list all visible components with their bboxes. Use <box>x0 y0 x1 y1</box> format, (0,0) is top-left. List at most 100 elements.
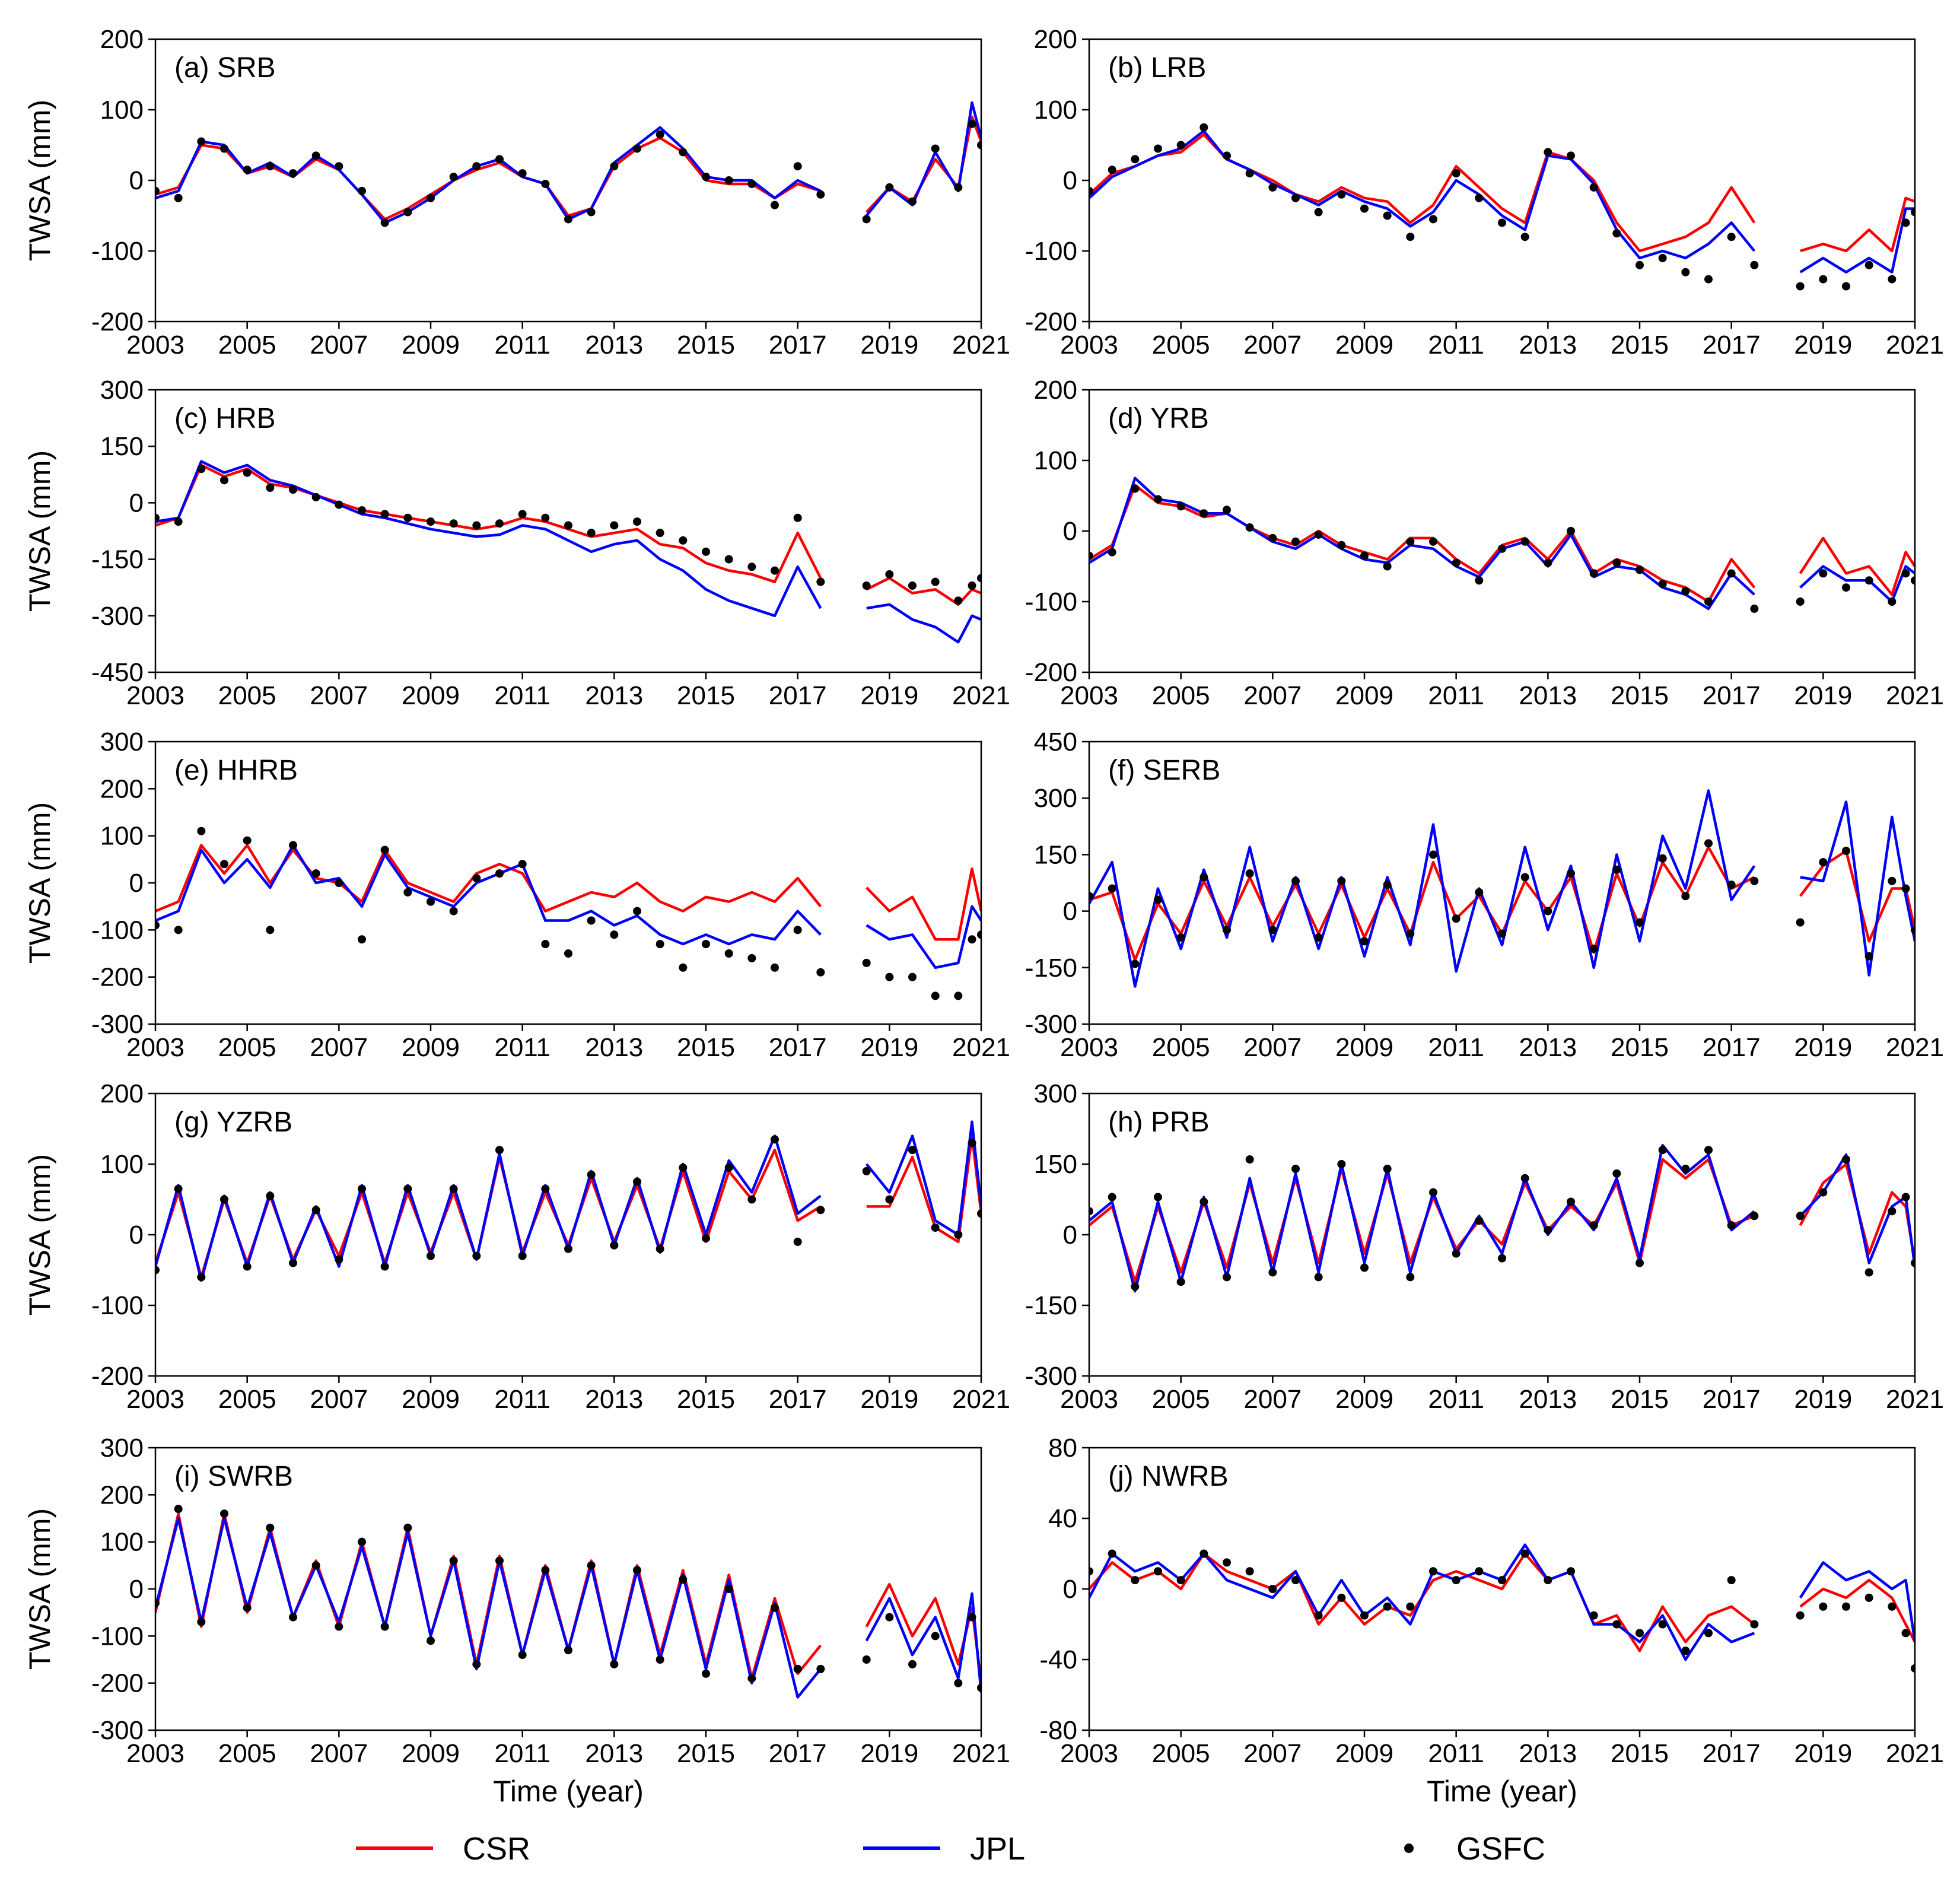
data-point-gsfc <box>1452 558 1461 567</box>
data-point-gsfc <box>564 521 572 530</box>
x-tick-label: 2021 <box>952 330 1010 360</box>
x-tick-label: 2003 <box>126 1033 184 1062</box>
x-tick-label: 2011 <box>1428 1033 1484 1062</box>
data-point-gsfc <box>1176 502 1185 511</box>
x-tick-label: 2007 <box>310 330 368 360</box>
y-tick-label: 200 <box>100 25 144 54</box>
data-point-gsfc <box>1268 926 1277 935</box>
data-point-gsfc <box>1475 888 1484 897</box>
data-point-gsfc <box>220 1509 228 1518</box>
data-point-gsfc <box>1429 215 1437 224</box>
data-point-gsfc <box>335 879 343 887</box>
data-point-gsfc <box>197 137 206 146</box>
data-point-gsfc <box>1612 558 1621 567</box>
data-point-gsfc <box>1360 1611 1369 1620</box>
y-tick-label: -150 <box>1025 1291 1077 1320</box>
data-point-gsfc <box>1429 1567 1437 1576</box>
data-point-gsfc <box>816 577 825 586</box>
data-point-gsfc <box>1223 506 1231 514</box>
data-point-gsfc <box>1360 204 1369 213</box>
data-point-gsfc <box>311 1206 320 1215</box>
data-point-gsfc <box>1567 151 1575 160</box>
x-tick-label: 2013 <box>585 681 643 710</box>
x-axis-label: Time (year) <box>1427 1775 1577 1808</box>
data-point-gsfc <box>656 1244 664 1253</box>
data-point-gsfc <box>289 841 297 850</box>
x-axis-label: Time (year) <box>493 1775 644 1808</box>
data-point-gsfc <box>1108 166 1116 174</box>
data-point-gsfc <box>1544 558 1552 567</box>
data-point-gsfc <box>1636 565 1644 574</box>
data-point-gsfc <box>220 476 228 485</box>
x-tick-label: 2005 <box>218 1739 276 1768</box>
x-tick-label: 2013 <box>1519 1739 1577 1768</box>
data-point-gsfc <box>427 193 435 202</box>
data-point-gsfc <box>862 958 871 967</box>
data-point-gsfc <box>793 1237 802 1246</box>
x-tick-label: 2007 <box>1243 330 1302 360</box>
data-point-gsfc <box>1636 1629 1644 1638</box>
data-point-gsfc <box>1108 1193 1116 1202</box>
data-point-gsfc <box>1704 839 1713 848</box>
data-point-gsfc <box>816 1206 825 1215</box>
data-point-gsfc <box>1796 597 1805 606</box>
data-point-gsfc <box>564 1646 572 1655</box>
data-point-gsfc <box>197 827 206 835</box>
data-point-gsfc <box>1131 1282 1140 1291</box>
data-point-gsfc <box>1337 190 1346 199</box>
y-tick-label: -40 <box>1039 1645 1077 1674</box>
data-point-gsfc <box>427 1636 435 1645</box>
data-point-gsfc <box>155 1598 160 1607</box>
data-point-gsfc <box>1268 183 1277 192</box>
x-tick-label: 2019 <box>860 1033 918 1062</box>
y-tick-label: 300 <box>100 1434 144 1463</box>
data-point-gsfc <box>289 1613 297 1622</box>
y-tick-label: -450 <box>91 658 144 687</box>
y-tick-label: -100 <box>91 916 144 945</box>
x-tick-label: 2017 <box>769 1739 827 1768</box>
x-tick-label: 2005 <box>218 681 276 710</box>
data-point-gsfc <box>495 869 504 878</box>
data-point-gsfc <box>885 1195 894 1204</box>
y-tick-label: 0 <box>1063 166 1077 195</box>
data-point-gsfc <box>541 1566 550 1575</box>
data-point-gsfc <box>266 1523 275 1532</box>
data-point-gsfc <box>541 1184 550 1193</box>
data-point-gsfc <box>1245 523 1254 532</box>
y-tick-label: 300 <box>100 727 144 757</box>
data-point-gsfc <box>541 179 550 188</box>
data-point-gsfc <box>1245 1155 1254 1164</box>
x-tick-label: 2021 <box>952 1033 1010 1062</box>
x-tick-label: 2007 <box>1243 1033 1302 1062</box>
data-point-gsfc <box>335 1622 343 1631</box>
x-tick-label: 2019 <box>860 1739 918 1768</box>
panel-c-hrb: 2003 2005 2007 2009 2011 2013 2015 2017 2019 2021… <box>23 376 1010 710</box>
x-tick-label: 2011 <box>494 1385 551 1414</box>
data-point-gsfc <box>816 968 825 977</box>
data-point-gsfc <box>1176 1576 1185 1585</box>
data-point-gsfc <box>1911 208 1915 217</box>
data-point-gsfc <box>1383 562 1392 571</box>
data-point-gsfc <box>1337 1160 1346 1168</box>
data-point-gsfc <box>1337 541 1346 549</box>
series-line-jpl <box>155 101 981 224</box>
data-point-gsfc <box>1544 907 1552 916</box>
y-tick-label: -100 <box>91 1291 144 1320</box>
data-point-gsfc <box>1498 1576 1506 1585</box>
data-point-gsfc <box>1429 1188 1437 1197</box>
data-point-gsfc <box>1681 268 1690 276</box>
data-point-gsfc <box>1888 597 1897 606</box>
data-point-gsfc <box>747 953 756 962</box>
data-point-gsfc <box>449 519 458 528</box>
x-tick-label: 2003 <box>1060 1033 1118 1062</box>
data-point-gsfc <box>197 465 206 473</box>
plot-area <box>155 101 981 227</box>
data-point-gsfc <box>587 1561 596 1570</box>
x-tick-label: 2015 <box>677 1033 735 1062</box>
data-point-gsfc <box>1223 1273 1231 1282</box>
data-point-gsfc <box>1567 1567 1575 1576</box>
panel-title: (i) SWRB <box>174 1461 293 1492</box>
x-tick-label: 2009 <box>402 1033 460 1062</box>
series-line-jpl <box>155 1517 981 1699</box>
data-point-gsfc <box>1291 876 1300 885</box>
